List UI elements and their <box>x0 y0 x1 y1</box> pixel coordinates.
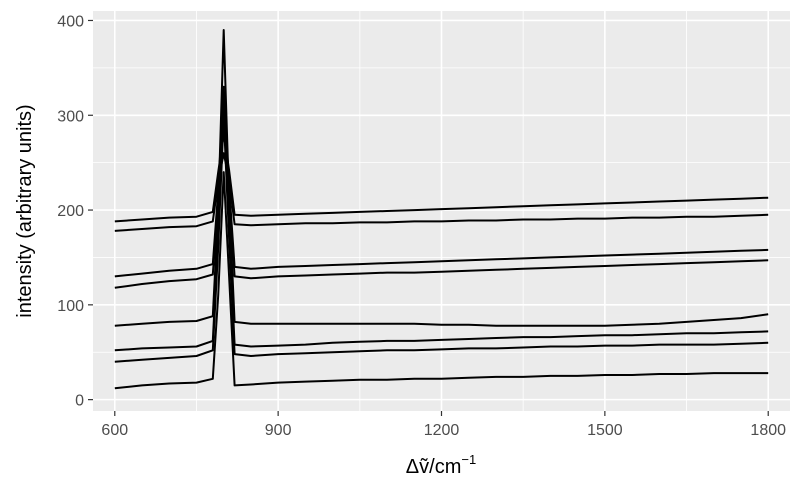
spectrum-line-4 <box>114 29 769 327</box>
spectrum-line-6 <box>114 85 769 278</box>
grid-lines <box>93 11 790 411</box>
x-axis-title-base: Δṽ/cm <box>406 456 462 478</box>
x-axis-title-exponent: −1 <box>461 452 476 467</box>
x-tick-label: 1800 <box>750 422 786 439</box>
spectra-lines <box>114 29 769 390</box>
x-tick-label: 1500 <box>587 422 623 439</box>
spectrum-line-7 <box>114 152 769 232</box>
x-axis-ticks: 600 900 1200 1500 1800 <box>101 411 786 439</box>
spectrum-line-3 <box>114 95 769 352</box>
y-tick-label: 0 <box>75 393 84 410</box>
spectrum-line-1 <box>114 171 769 390</box>
y-tick-label: 200 <box>57 203 84 220</box>
spectrum-line-8 <box>114 133 769 223</box>
x-tick-label: 1200 <box>424 422 460 439</box>
y-tick-label: 400 <box>57 13 84 30</box>
x-tick-label: 600 <box>101 422 128 439</box>
y-axis-ticks: 0 100 200 300 400 <box>57 13 93 410</box>
x-tick-label: 900 <box>265 422 292 439</box>
y-axis-title: intensity (arbitrary units) <box>14 104 36 317</box>
y-tick-label: 100 <box>57 298 84 315</box>
y-tick-label: 300 <box>57 108 84 125</box>
x-axis-title: Δṽ/cm−1 <box>406 452 476 478</box>
